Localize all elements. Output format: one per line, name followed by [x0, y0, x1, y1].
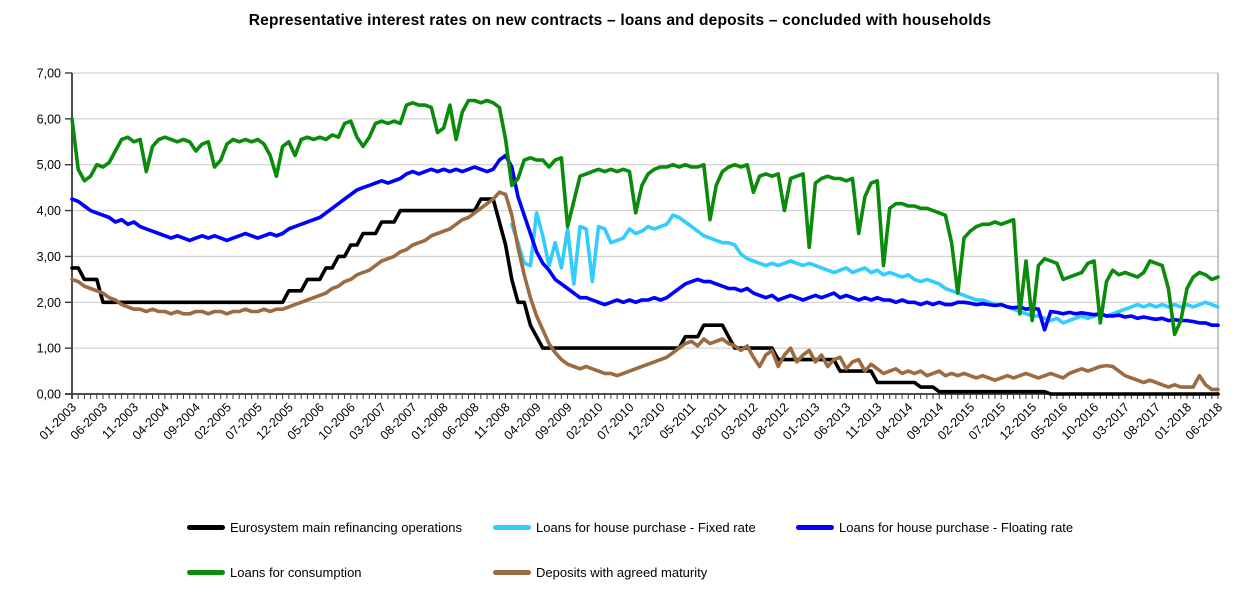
- series-line-deposits: [70, 190, 1220, 392]
- legend-item-house-floating: Loans for house purchase - Floating rate: [796, 520, 1073, 535]
- legend-label-mro: Eurosystem main refinancing operations: [230, 520, 462, 535]
- chart-plot-area: 0,001,002,003,004,005,006,007,0001-20030…: [37, 67, 1225, 443]
- legend-item-mro: Eurosystem main refinancing operations: [187, 520, 462, 535]
- legend-item-deposits: Deposits with agreed maturity: [493, 565, 707, 580]
- series-line-consumption: [70, 98, 1220, 337]
- chart-title: Representative interest rates on new con…: [248, 12, 992, 29]
- legend-item-house-fixed: Loans for house purchase - Fixed rate: [493, 520, 756, 535]
- legend-swatch-mro: [187, 525, 225, 530]
- legend-label-deposits: Deposits with agreed maturity: [536, 565, 708, 580]
- y-tick-label: 4,00: [37, 204, 61, 218]
- y-tick-label: 5,00: [37, 158, 61, 172]
- y-tick-label: 0,00: [37, 388, 61, 402]
- series-line-house-fixed: [510, 211, 1220, 325]
- legend-label-consumption: Loans for consumption: [230, 565, 362, 580]
- y-tick-label: 7,00: [37, 67, 61, 81]
- legend-label-house-fixed: Loans for house purchase - Fixed rate: [536, 520, 756, 535]
- y-tick-label: 2,00: [37, 296, 61, 310]
- y-tick-label: 1,00: [37, 342, 61, 356]
- y-tick-label: 6,00: [37, 112, 61, 126]
- legend-swatch-house-fixed: [493, 525, 531, 530]
- series-line-house-floating: [70, 153, 1220, 332]
- y-tick-label: 3,00: [37, 250, 61, 264]
- legend-swatch-consumption: [187, 570, 225, 575]
- legend-label-house-floating: Loans for house purchase - Floating rate: [839, 520, 1074, 535]
- legend-item-consumption: Loans for consumption: [187, 565, 362, 580]
- series-line-mro: [70, 197, 1220, 396]
- legend-swatch-house-floating: [796, 525, 834, 530]
- legend-swatch-deposits: [493, 570, 531, 575]
